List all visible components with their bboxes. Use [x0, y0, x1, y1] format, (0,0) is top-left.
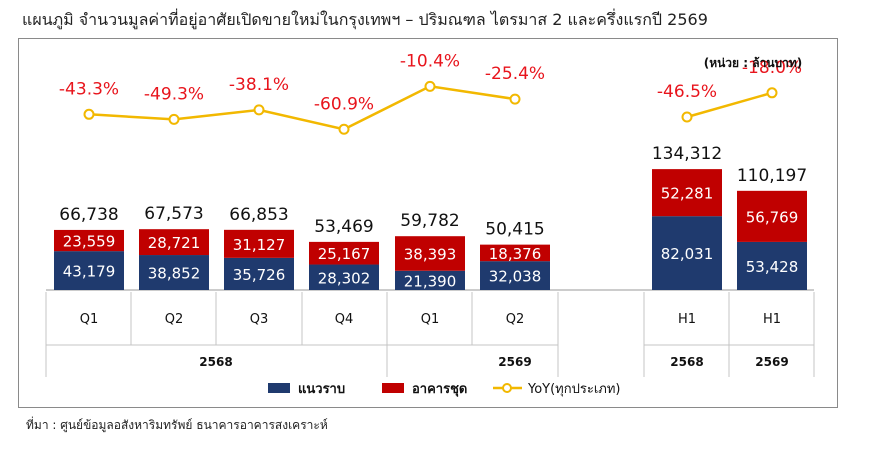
category-label: Q2	[506, 312, 525, 327]
source-note: ที่มา : ศูนย์ข้อมูลอสังหาริมทรัพย์ ธนาคา…	[26, 418, 328, 432]
bar-condo-value-label: 23,559	[63, 233, 116, 251]
legend-swatch-house	[268, 383, 290, 393]
bar-total-value-label: 59,782	[400, 211, 459, 231]
bar-house	[737, 241, 807, 290]
bar-condo-value-label: 56,769	[746, 208, 799, 226]
chart-bars	[54, 169, 807, 290]
bar-condo	[224, 229, 294, 258]
chart-legend: แนวราบ อาคารชุด YoY(ทุกประเภท)	[268, 382, 621, 397]
chart-value-labels: 43,179 23,559 66,738 38,852 28,721 67,573 35,7…	[59, 144, 807, 290]
yoy-line	[686, 91, 773, 119]
yoy-point	[338, 123, 350, 135]
yoy-point	[83, 108, 95, 120]
yoy-point	[681, 111, 693, 123]
legend-label-condo: อาคารชุด	[412, 382, 467, 397]
yoy-point	[766, 87, 778, 99]
bar-house-value-label: 28,302	[318, 269, 371, 287]
category-label: Q2	[165, 312, 184, 327]
legend-label-yoy: YoY(ทุกประเภท)	[527, 382, 621, 397]
unit-label: (หน่วย : ล้านบาท)	[704, 56, 803, 70]
bar-house	[480, 261, 550, 290]
bar-condo	[480, 244, 550, 262]
yoy-line	[88, 85, 516, 131]
yoy-point	[168, 113, 180, 125]
yoy-value-label: -25.4%	[485, 64, 545, 84]
yoy-value-label: -49.3%	[144, 84, 204, 104]
legend-label-house: แนวราบ	[298, 382, 345, 397]
chart-yoy-series: -43.3% -49.3% -38.1% -60.9% -10.4% -25.4% -46.…	[59, 51, 802, 135]
bar-house-value-label: 21,390	[404, 272, 457, 290]
bar-condo-value-label: 28,721	[148, 234, 201, 252]
bar-condo-value-label: 18,376	[489, 245, 542, 263]
yoy-point	[509, 93, 521, 105]
bar-house-value-label: 35,726	[233, 266, 286, 284]
legend-swatch-condo	[382, 383, 404, 393]
category-label: H1	[763, 312, 781, 327]
legend-marker-yoy	[502, 383, 512, 393]
chart-frame	[18, 38, 838, 408]
group-label: 2568	[199, 355, 232, 369]
yoy-point	[253, 104, 265, 116]
bar-house-value-label: 32,038	[489, 268, 542, 286]
yoy-value-label: -60.9%	[314, 94, 374, 114]
yoy-value-label: -43.3%	[59, 79, 119, 99]
group-label: 2569	[755, 355, 788, 369]
bar-total-value-label: 134,312	[652, 144, 722, 164]
category-label: Q1	[80, 312, 99, 327]
group-label: 2568	[670, 355, 703, 369]
category-label: H1	[678, 312, 696, 327]
bar-house	[224, 257, 294, 290]
bar-total-value-label: 53,469	[314, 217, 373, 237]
bar-total-value-label: 110,197	[737, 166, 807, 186]
bar-house	[652, 216, 722, 290]
chart-category-axis: Q1 Q2 Q3 Q4 Q1 Q2 H1 H1 2568 2569 2568 2569	[80, 312, 789, 369]
yoy-value-label: -38.1%	[229, 75, 289, 95]
category-label: Q3	[250, 312, 269, 327]
bar-house	[309, 264, 379, 290]
category-label: Q4	[335, 312, 354, 327]
bar-house-value-label: 53,428	[746, 258, 799, 276]
yoy-value-label: -46.5%	[657, 82, 717, 102]
bar-house-value-label: 82,031	[661, 245, 714, 263]
bar-house	[54, 251, 124, 290]
bar-house-value-label: 43,179	[63, 263, 116, 281]
bar-condo-value-label: 52,281	[661, 185, 714, 203]
bar-house-value-label: 38,852	[148, 265, 201, 283]
bar-total-value-label: 66,738	[59, 205, 118, 225]
bar-condo	[737, 190, 807, 242]
bar-total-value-label: 67,573	[144, 204, 203, 224]
bar-condo-value-label: 31,127	[233, 236, 286, 254]
yoy-point	[424, 80, 436, 92]
bar-house	[139, 255, 209, 290]
bar-total-value-label: 66,853	[229, 205, 288, 225]
yoy-value-label: -10.4%	[400, 51, 460, 71]
bar-condo-value-label: 38,393	[404, 245, 457, 263]
bar-condo	[652, 169, 722, 217]
bar-condo-value-label: 25,167	[318, 245, 371, 263]
bar-condo	[309, 241, 379, 265]
bar-house	[395, 270, 465, 290]
chart-title: แผนภูมิ จำนวนมูลค่าที่อยู่อาศัยเปิดขายให…	[22, 10, 708, 29]
group-label: 2569	[498, 355, 531, 369]
bar-condo	[395, 236, 465, 271]
bar-condo	[54, 229, 124, 252]
yoy-value-label: -18.0%	[742, 58, 802, 78]
category-label: Q1	[421, 312, 440, 327]
bar-total-value-label: 50,415	[485, 220, 544, 240]
bar-condo	[139, 229, 209, 256]
